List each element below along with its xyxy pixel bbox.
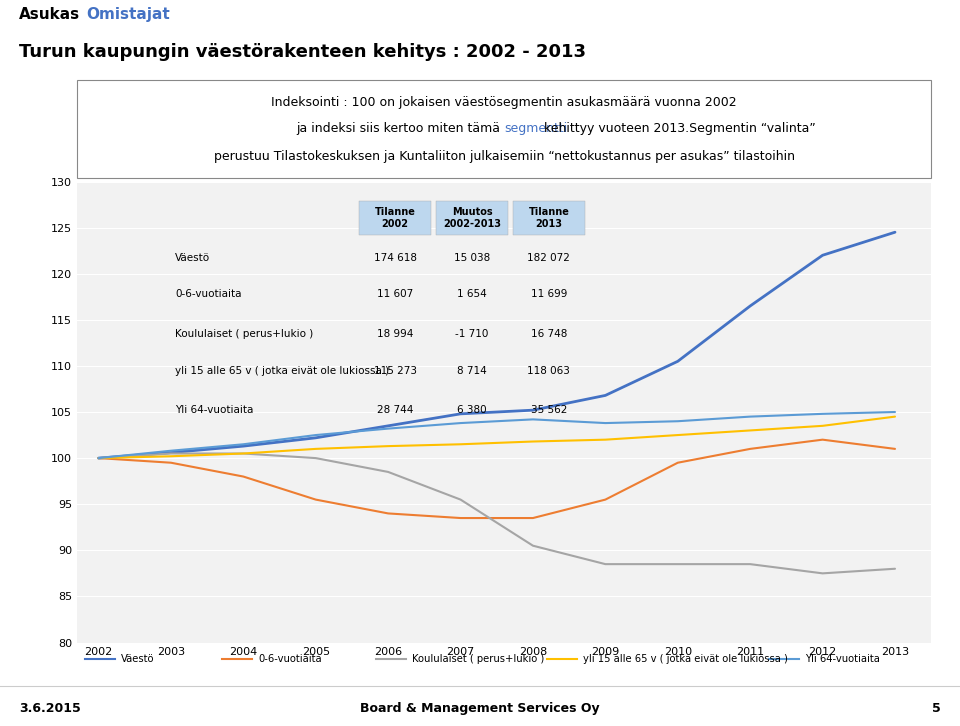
Text: 118 063: 118 063 — [527, 365, 570, 375]
Text: Yli 64-vuotiaita: Yli 64-vuotiaita — [175, 404, 253, 415]
FancyBboxPatch shape — [513, 201, 586, 234]
FancyBboxPatch shape — [436, 201, 508, 234]
Text: Omistajat: Omistajat — [86, 7, 170, 23]
Text: Väestö: Väestö — [175, 253, 210, 263]
Text: 3.6.2015: 3.6.2015 — [19, 701, 81, 714]
Text: 16 748: 16 748 — [531, 329, 567, 338]
Text: 8 714: 8 714 — [457, 365, 487, 375]
Text: 0-6-vuotiaita: 0-6-vuotiaita — [175, 290, 242, 299]
Text: 1 654: 1 654 — [457, 290, 487, 299]
Text: 11 607: 11 607 — [377, 290, 413, 299]
Text: 6 380: 6 380 — [457, 404, 487, 415]
Text: 0-6-vuotiaita: 0-6-vuotiaita — [258, 654, 322, 664]
Text: Tilanne
2013: Tilanne 2013 — [528, 207, 569, 229]
Text: Tilanne
2002: Tilanne 2002 — [374, 207, 416, 229]
Text: 174 618: 174 618 — [373, 253, 417, 263]
Text: Indeksointi : 100 on jokaisen väestösegmentin asukasmäärä vuonna 2002: Indeksointi : 100 on jokaisen väestösegm… — [271, 96, 737, 109]
Text: 115 273: 115 273 — [373, 365, 417, 375]
Text: 15 038: 15 038 — [454, 253, 491, 263]
Text: segmentti: segmentti — [504, 122, 567, 135]
Text: 18 994: 18 994 — [377, 329, 413, 338]
FancyBboxPatch shape — [359, 201, 431, 234]
Text: Board & Management Services Oy: Board & Management Services Oy — [360, 701, 600, 714]
Text: Turun kaupungin väestörakenteen kehitys : 2002 - 2013: Turun kaupungin väestörakenteen kehitys … — [19, 44, 587, 61]
Text: 35 562: 35 562 — [531, 404, 567, 415]
Text: 11 699: 11 699 — [531, 290, 567, 299]
Text: kehittyy vuoteen 2013.Segmentin “valinta”: kehittyy vuoteen 2013.Segmentin “valinta… — [504, 122, 816, 135]
Text: Väestö: Väestö — [121, 654, 155, 664]
Text: Yli 64-vuotiaita: Yli 64-vuotiaita — [804, 654, 879, 664]
Text: perustuu Tilastokeskuksen ja Kuntaliiton julkaisemiin “nettokustannus per asukas: perustuu Tilastokeskuksen ja Kuntaliiton… — [213, 150, 795, 163]
Text: 5: 5 — [932, 701, 941, 714]
Text: yli 15 alle 65 v ( jotka eivät ole lukiossa ): yli 15 alle 65 v ( jotka eivät ole lukio… — [175, 365, 389, 375]
Text: Muutos
2002-2013: Muutos 2002-2013 — [443, 207, 501, 229]
Text: 28 744: 28 744 — [377, 404, 413, 415]
Text: Koululaiset ( perus+lukio ): Koululaiset ( perus+lukio ) — [175, 329, 313, 338]
Text: ja indeksi siis kertoo miten tämä: ja indeksi siis kertoo miten tämä — [296, 122, 504, 135]
Text: yli 15 alle 65 v ( jotka eivät ole lukiossa ): yli 15 alle 65 v ( jotka eivät ole lukio… — [583, 654, 787, 664]
Text: Koululaiset ( perus+lukio ): Koululaiset ( perus+lukio ) — [412, 654, 544, 664]
Text: -1 710: -1 710 — [455, 329, 489, 338]
Text: 182 072: 182 072 — [527, 253, 570, 263]
Text: Asukas: Asukas — [19, 7, 81, 23]
